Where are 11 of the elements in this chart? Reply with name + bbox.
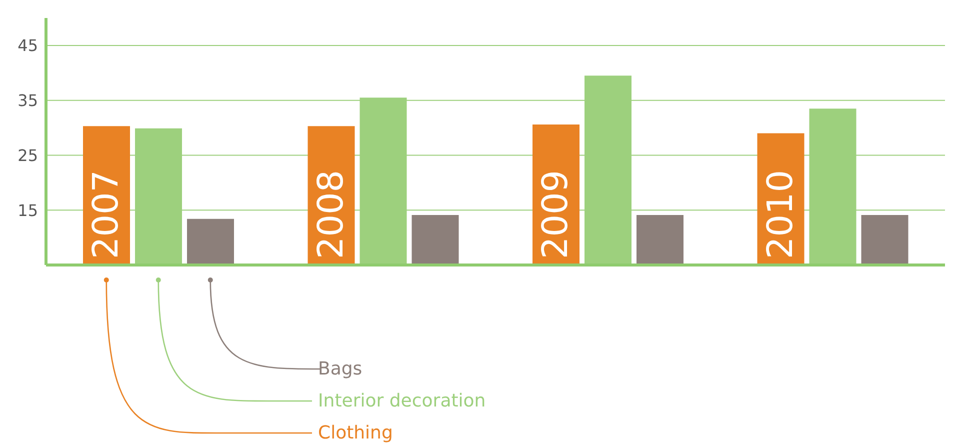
text: Clothing bbox=[318, 422, 393, 444]
text: Bags bbox=[318, 358, 362, 380]
x-tick-label: 2007 bbox=[86, 170, 126, 259]
x-tick-label: 2009 bbox=[536, 170, 576, 259]
y-tick-label: 25 bbox=[18, 146, 38, 165]
x-tick-label: 2010 bbox=[760, 170, 801, 259]
x-tick-label: 2008 bbox=[311, 170, 352, 259]
y-tick-label: 15 bbox=[18, 200, 38, 220]
y-tick-label: 45 bbox=[18, 36, 38, 56]
text: Interior decoration bbox=[318, 390, 486, 412]
y-tick-label: 35 bbox=[18, 91, 38, 110]
